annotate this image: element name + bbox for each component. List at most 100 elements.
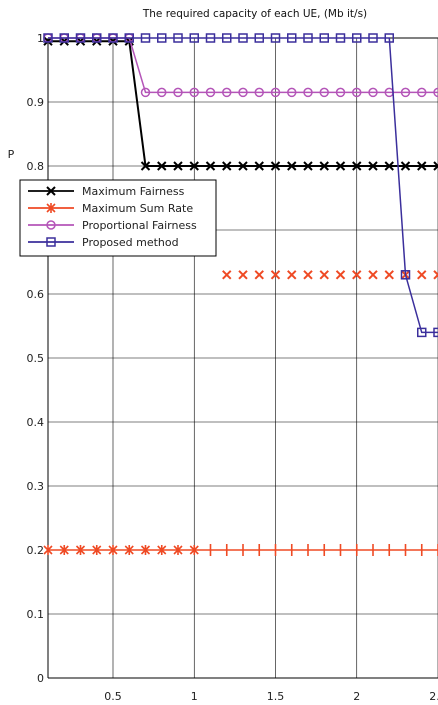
marker-star bbox=[108, 545, 118, 555]
y-tick-label: 0.4 bbox=[27, 416, 45, 429]
data-point bbox=[173, 545, 183, 555]
marker-cross bbox=[46, 186, 56, 196]
data-point bbox=[222, 270, 232, 280]
data-point bbox=[254, 161, 264, 171]
x-tick-label: 1.5 bbox=[267, 690, 285, 703]
marker-square bbox=[173, 33, 183, 43]
data-point bbox=[222, 33, 232, 43]
data-point bbox=[335, 33, 346, 43]
data-point bbox=[222, 87, 232, 98]
marker-circle bbox=[173, 87, 183, 98]
legend-marker bbox=[46, 203, 56, 213]
marker-circle bbox=[417, 87, 427, 98]
marker-square bbox=[140, 33, 151, 43]
marker-square bbox=[205, 33, 216, 43]
marker-square bbox=[75, 33, 86, 43]
data-point bbox=[335, 161, 346, 171]
y-tick-label: 0.9 bbox=[27, 96, 45, 109]
marker-square bbox=[335, 33, 346, 43]
y-tick-label: 0.2 bbox=[27, 544, 45, 557]
legend-item: Proportional Fairness bbox=[28, 219, 197, 232]
data-point bbox=[400, 161, 411, 171]
legend-marker bbox=[46, 220, 56, 230]
data-point bbox=[173, 161, 183, 171]
marker-cross bbox=[270, 270, 281, 280]
marker-star bbox=[173, 545, 183, 555]
data-point bbox=[43, 545, 53, 555]
legend-label: Maximum Fairness bbox=[82, 185, 185, 198]
marker-square bbox=[368, 33, 378, 43]
marker-cross bbox=[319, 270, 329, 280]
data-point bbox=[59, 33, 69, 43]
marker-star bbox=[46, 203, 56, 213]
marker-cross bbox=[335, 270, 346, 280]
marker-cross bbox=[303, 161, 313, 171]
data-point bbox=[59, 545, 69, 555]
data-point bbox=[287, 87, 297, 98]
marker-square bbox=[400, 270, 411, 280]
data-point bbox=[400, 87, 411, 98]
marker-star bbox=[75, 545, 86, 555]
marker-square bbox=[189, 33, 199, 43]
data-point bbox=[303, 87, 313, 98]
marker-cross bbox=[254, 161, 264, 171]
marker-circle bbox=[335, 87, 346, 98]
marker-cross bbox=[319, 161, 329, 171]
series-proposed-method bbox=[43, 33, 438, 338]
data-point bbox=[238, 33, 248, 43]
data-point bbox=[287, 33, 297, 43]
marker-square bbox=[59, 33, 69, 43]
marker-circle bbox=[254, 87, 264, 98]
marker-circle bbox=[368, 87, 378, 98]
marker-cross bbox=[222, 161, 232, 171]
legend-label: Proposed method bbox=[82, 236, 179, 249]
series-line bbox=[48, 37, 438, 94]
series-layer bbox=[43, 33, 438, 556]
marker-square bbox=[222, 33, 232, 43]
data-point bbox=[270, 87, 281, 98]
grid-lines bbox=[48, 37, 438, 679]
data-point bbox=[254, 33, 264, 43]
data-point bbox=[417, 161, 427, 171]
marker-cross bbox=[368, 161, 378, 171]
data-point bbox=[352, 161, 362, 171]
data-point bbox=[92, 545, 102, 555]
data-point bbox=[108, 545, 118, 555]
marker-circle bbox=[205, 87, 216, 98]
marker-square bbox=[352, 33, 362, 43]
marker-cross bbox=[433, 270, 438, 280]
data-point bbox=[189, 33, 199, 43]
data-point bbox=[157, 161, 167, 171]
marker-cross bbox=[384, 161, 394, 171]
legend-marker bbox=[46, 186, 56, 196]
data-point bbox=[140, 87, 151, 98]
y-tick-label: 0.1 bbox=[27, 608, 45, 621]
data-point bbox=[238, 87, 248, 98]
marker-square bbox=[417, 327, 427, 338]
marker-square bbox=[46, 237, 56, 247]
marker-cross bbox=[368, 270, 378, 280]
data-point bbox=[108, 33, 118, 43]
marker-cross bbox=[433, 161, 438, 171]
data-point bbox=[124, 33, 134, 43]
marker-cross bbox=[270, 161, 281, 171]
marker-cross bbox=[287, 270, 297, 280]
data-point bbox=[43, 33, 53, 43]
legend-item: Maximum Sum Rate bbox=[28, 202, 193, 215]
y-tick-label: 0 bbox=[37, 672, 44, 685]
marker-square bbox=[92, 33, 102, 43]
marker-circle bbox=[287, 87, 297, 98]
data-point bbox=[205, 33, 216, 43]
series-line bbox=[48, 40, 438, 167]
data-point bbox=[319, 270, 329, 280]
marker-circle bbox=[352, 87, 362, 98]
data-point bbox=[352, 33, 362, 43]
data-point bbox=[368, 270, 378, 280]
marker-star bbox=[92, 545, 102, 555]
data-point bbox=[238, 161, 248, 171]
marker-circle bbox=[433, 87, 438, 98]
data-point bbox=[400, 270, 411, 280]
data-point bbox=[417, 87, 427, 98]
data-point bbox=[433, 161, 438, 171]
y-axis-label: P bbox=[8, 148, 15, 161]
